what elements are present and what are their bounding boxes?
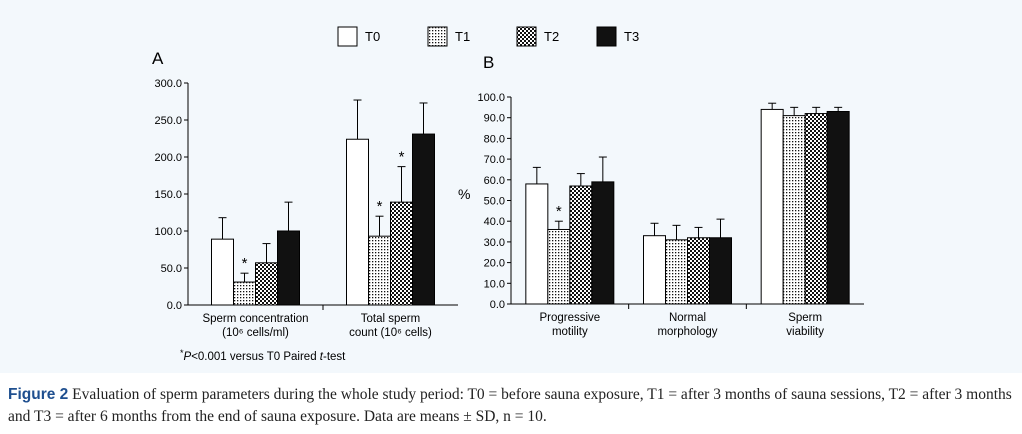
bar-t1 <box>233 281 256 306</box>
bar-t0 <box>760 108 784 305</box>
y-tick-label: 300.0 <box>154 78 182 90</box>
x-category-label: motility <box>552 326 588 338</box>
bar-t2 <box>255 262 278 306</box>
panel-b-chart: B% 0.0 10.0 20.0 30.0 40.0 50.0 60.0 70.0 80.0 90.… <box>458 53 864 338</box>
legend: T0 T1 T2 T3 <box>337 26 639 47</box>
bar-t0 <box>525 183 549 305</box>
bar-t1 <box>782 115 806 305</box>
legend-swatch-t1 <box>427 26 448 47</box>
bar-t0 <box>211 238 234 306</box>
x-category-label: Sperm concentration <box>202 313 308 325</box>
y-tick-label: 50.0 <box>484 196 505 208</box>
bar-t1 <box>665 239 688 305</box>
y-tick-label: 80.0 <box>484 133 505 145</box>
figure-caption: Figure 2 Evaluation of sperm parameters … <box>8 384 1018 428</box>
y-tick-label: 0.0 <box>167 300 182 312</box>
significance-marker: * <box>399 149 405 166</box>
x-category-label: viability <box>786 326 824 338</box>
y-tick-label: 30.0 <box>484 237 505 249</box>
y-tick-label: 20.0 <box>484 258 505 270</box>
legend-swatch-t0 <box>337 26 358 47</box>
y-tick-label: 50.0 <box>161 263 182 275</box>
significance-note: *P<0.001 versus T0 Paired t-test <box>180 348 346 363</box>
x-category-label: Progressive <box>539 312 600 324</box>
y-tick-label: 100.0 <box>154 226 182 238</box>
y-tick-label: 70.0 <box>484 154 505 166</box>
panel-label: B <box>483 53 494 72</box>
y-tick-label: 150.0 <box>154 189 182 201</box>
legend-swatch-t2 <box>516 26 537 47</box>
bar-t2 <box>390 201 413 306</box>
legend-label-t1: T1 <box>455 29 470 44</box>
bar-t3 <box>412 133 435 306</box>
x-category-label: Total sperm <box>361 313 420 325</box>
bar-t0 <box>643 235 666 305</box>
legend-label-t3: T3 <box>624 29 639 44</box>
bar-t1 <box>368 235 391 306</box>
x-category-label: morphology <box>657 326 717 338</box>
y-tick-label: 90.0 <box>484 113 505 125</box>
x-category-label: count (10⁶ cells) <box>349 327 432 339</box>
x-category-label: (10⁶ cells/ml) <box>222 327 289 339</box>
significance-marker: * <box>377 198 383 215</box>
legend-swatch-t3 <box>596 26 617 47</box>
y-tick-label: 200.0 <box>154 152 182 164</box>
caption-text: Evaluation of sperm parameters during th… <box>8 386 1012 425</box>
bar-t0 <box>346 138 369 306</box>
y-axis-label: % <box>458 186 470 202</box>
panel-label: A <box>152 49 164 68</box>
bar-t3 <box>826 110 850 305</box>
bar-t1 <box>547 228 571 305</box>
significance-marker: * <box>556 203 562 220</box>
y-tick-label: 100.0 <box>477 92 505 104</box>
bar-t3 <box>591 181 615 305</box>
significance-marker: * <box>242 255 248 272</box>
bar-t2 <box>804 113 828 305</box>
legend-label-t0: T0 <box>365 29 380 44</box>
x-category-label: Sperm <box>788 312 822 324</box>
y-tick-label: 40.0 <box>484 216 505 228</box>
bar-t3 <box>277 230 300 306</box>
caption-label: Figure 2 <box>8 386 69 403</box>
y-tick-label: 10.0 <box>484 278 505 290</box>
x-category-label: Normal <box>669 312 706 324</box>
chart-figure: T0 T1 T2 T3 A 0.0 50.0 100.0 150.0 200.0 250.0 300… <box>152 26 864 363</box>
bar-t2 <box>687 237 710 305</box>
legend-label-t2: T2 <box>544 29 559 44</box>
bar-t2 <box>569 185 593 305</box>
y-tick-label: 60.0 <box>484 175 505 187</box>
bar-t3 <box>709 237 732 305</box>
panel-a-chart: A 0.0 50.0 100.0 150.0 200.0 250.0 300.0 * Sperm … <box>152 49 458 363</box>
y-tick-label: 250.0 <box>154 115 182 127</box>
y-tick-label: 0.0 <box>490 299 505 311</box>
